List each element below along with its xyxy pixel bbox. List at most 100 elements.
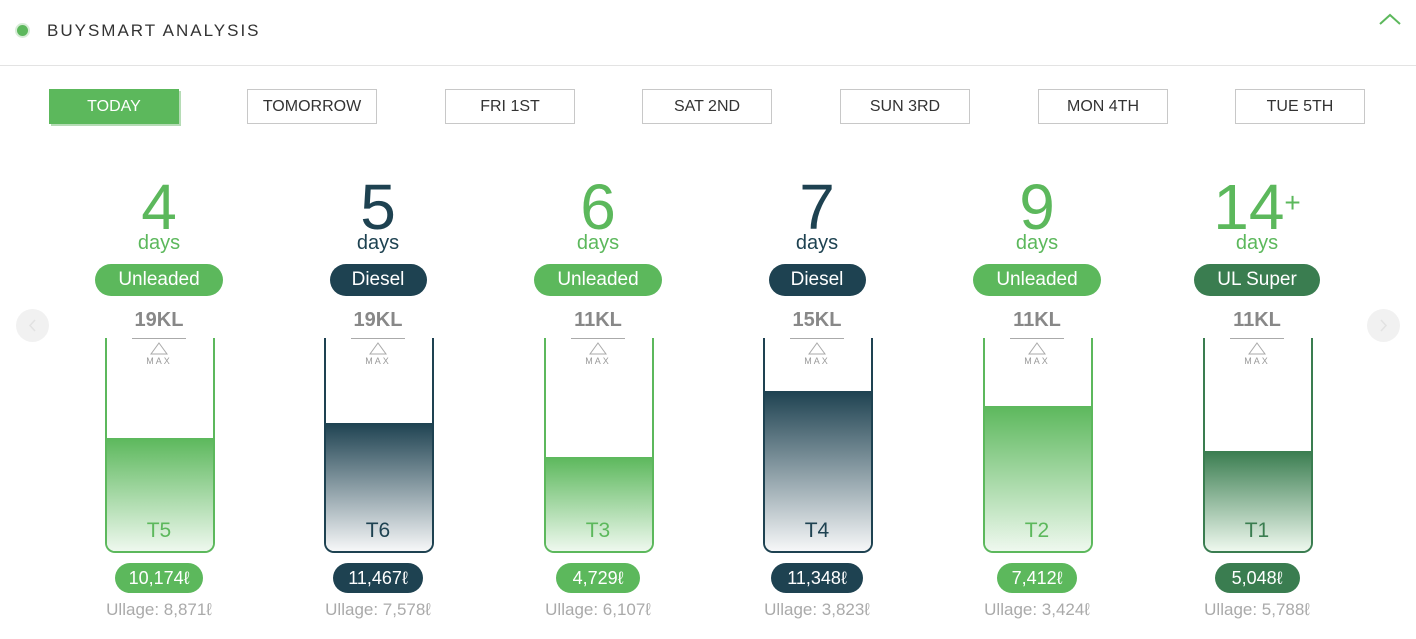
tank-capacity: 19KL <box>353 309 403 331</box>
days-label: days <box>576 232 620 254</box>
tank-fill-level <box>985 406 1091 551</box>
days-label: days <box>795 232 839 254</box>
tank-capacity: 15KL <box>792 309 842 331</box>
tank-card: 7 days Diesel 15KL MAX T4 11,348ℓ Ullage: 3,823… <box>707 170 927 630</box>
tank-vessel <box>105 338 215 553</box>
chevron-right-icon <box>1380 319 1388 332</box>
tank-capacity: 11KL <box>574 309 622 331</box>
days-label: days <box>356 232 400 254</box>
tank-card: 5 days Diesel 19KL MAX T6 11,467ℓ Ullage: 7,578… <box>268 170 488 630</box>
chevron-up-icon[interactable] <box>1378 10 1402 30</box>
tank-fill-level <box>326 423 432 551</box>
max-marker-line <box>571 338 625 339</box>
panel-header: BUYSMART ANALYSIS <box>0 0 1416 66</box>
volume-badge: 5,048ℓ <box>1214 563 1300 593</box>
chevron-left-icon <box>28 319 36 332</box>
days-number: 5 <box>360 171 396 243</box>
max-marker-line <box>132 338 186 339</box>
tank-id: T6 <box>365 519 391 542</box>
tank-id: T1 <box>1244 519 1270 542</box>
tank-card: 4 days Unleaded 19KL MAX T5 10,174ℓ Ullage: 8,8… <box>49 170 269 630</box>
max-triangle-icon <box>150 342 168 355</box>
tank-vessel <box>324 338 434 553</box>
tab-label: FRI 1ST <box>480 97 540 115</box>
tank-vessel <box>983 338 1093 553</box>
tank-card: 6 days Unleaded 11KL MAX T3 4,729ℓ Ullage: 6,10… <box>488 170 708 630</box>
fuel-type-badge: Unleaded <box>95 264 223 296</box>
volume-badge: 11,348ℓ <box>771 563 863 593</box>
days-value: 6 <box>488 172 708 242</box>
days-value: 5 <box>268 172 488 242</box>
ullage-text: Ullage: 6,107ℓ <box>545 600 651 619</box>
tab-fri[interactable]: FRI 1ST <box>445 89 575 124</box>
tab-tomorrow[interactable]: TOMORROW <box>247 89 377 124</box>
volume-badge: 11,467ℓ <box>333 563 423 593</box>
days-number: 4 <box>141 171 177 243</box>
tab-sat[interactable]: SAT 2ND <box>642 89 772 124</box>
max-label: MAX <box>1244 356 1270 366</box>
tab-mon[interactable]: MON 4TH <box>1038 89 1168 124</box>
tank-fill-level <box>1205 451 1311 551</box>
tab-label: TODAY <box>87 97 141 115</box>
fuel-type-badge: Diesel <box>768 264 866 296</box>
max-marker-line <box>1230 338 1284 339</box>
tank-fill-level <box>546 457 652 551</box>
tank-id: T2 <box>1024 519 1050 542</box>
max-label: MAX <box>804 356 830 366</box>
days-number: 7 <box>799 171 835 243</box>
max-triangle-icon <box>369 342 387 355</box>
max-label: MAX <box>1024 356 1050 366</box>
max-triangle-icon <box>589 342 607 355</box>
ullage-text: Ullage: 3,823ℓ <box>764 600 870 619</box>
tank-capacity: 11KL <box>1233 309 1281 331</box>
tab-tue[interactable]: TUE 5TH <box>1235 89 1365 124</box>
tank-card: 14+ days UL Super 11KL MAX T1 5,048ℓ Ullage: 5,… <box>1147 170 1367 630</box>
tank-id: T3 <box>585 519 611 542</box>
max-triangle-icon <box>1028 342 1046 355</box>
prev-arrow-button[interactable] <box>16 309 49 342</box>
tank-fill-level <box>765 391 871 551</box>
fuel-type-badge: Unleaded <box>973 264 1101 296</box>
tank-capacity: 19KL <box>134 309 184 331</box>
tank-fill-level <box>107 438 213 551</box>
days-value: 9 <box>927 172 1147 242</box>
tab-sun[interactable]: SUN 3RD <box>840 89 970 124</box>
next-arrow-button[interactable] <box>1367 309 1400 342</box>
days-number: 9 <box>1019 171 1055 243</box>
days-value: 4 <box>49 172 269 242</box>
volume-badge: 4,729ℓ <box>556 563 640 593</box>
days-value: 7 <box>707 172 927 242</box>
tab-label: TOMORROW <box>262 97 362 115</box>
days-number: 6 <box>580 171 616 243</box>
days-label: days <box>137 232 181 254</box>
volume-badge: 10,174ℓ <box>115 563 203 593</box>
max-label: MAX <box>146 356 172 366</box>
ullage-text: Ullage: 5,788ℓ <box>1204 600 1310 619</box>
ullage-text: Ullage: 8,871ℓ <box>106 600 212 619</box>
tank-id: T5 <box>146 519 172 542</box>
tab-label: SAT 2ND <box>673 97 741 115</box>
tank-vessel <box>1203 338 1313 553</box>
max-triangle-icon <box>808 342 826 355</box>
tab-label: MON 4TH <box>1067 97 1139 115</box>
tank-id: T4 <box>804 519 830 542</box>
fuel-type-badge: Diesel <box>329 264 427 296</box>
tank-capacity: 11KL <box>1013 309 1061 331</box>
max-triangle-icon <box>1248 342 1266 355</box>
fuel-type-badge: Unleaded <box>534 264 662 296</box>
tab-today[interactable]: TODAY <box>49 89 179 124</box>
tank-vessel <box>544 338 654 553</box>
days-value: 14+ <box>1147 172 1367 242</box>
days-plus: + <box>1284 187 1301 218</box>
max-marker-line <box>790 338 844 339</box>
days-number: 14 <box>1213 171 1285 243</box>
tab-label: TUE 5TH <box>1266 97 1334 115</box>
ullage-text: Ullage: 3,424ℓ <box>984 600 1090 619</box>
fuel-type-badge: UL Super <box>1194 264 1320 296</box>
volume-badge: 7,412ℓ <box>997 563 1077 593</box>
tank-card: 9 days Unleaded 11KL MAX T2 7,412ℓ Ullage: 3,42… <box>927 170 1147 630</box>
panel-title: BUYSMART ANALYSIS <box>47 21 261 40</box>
tab-label: SUN 3RD <box>869 97 941 115</box>
days-label: days <box>1015 232 1059 254</box>
date-tabs: TODAY TOMORROW FRI 1ST SAT 2ND SUN 3RD M… <box>0 89 1416 127</box>
